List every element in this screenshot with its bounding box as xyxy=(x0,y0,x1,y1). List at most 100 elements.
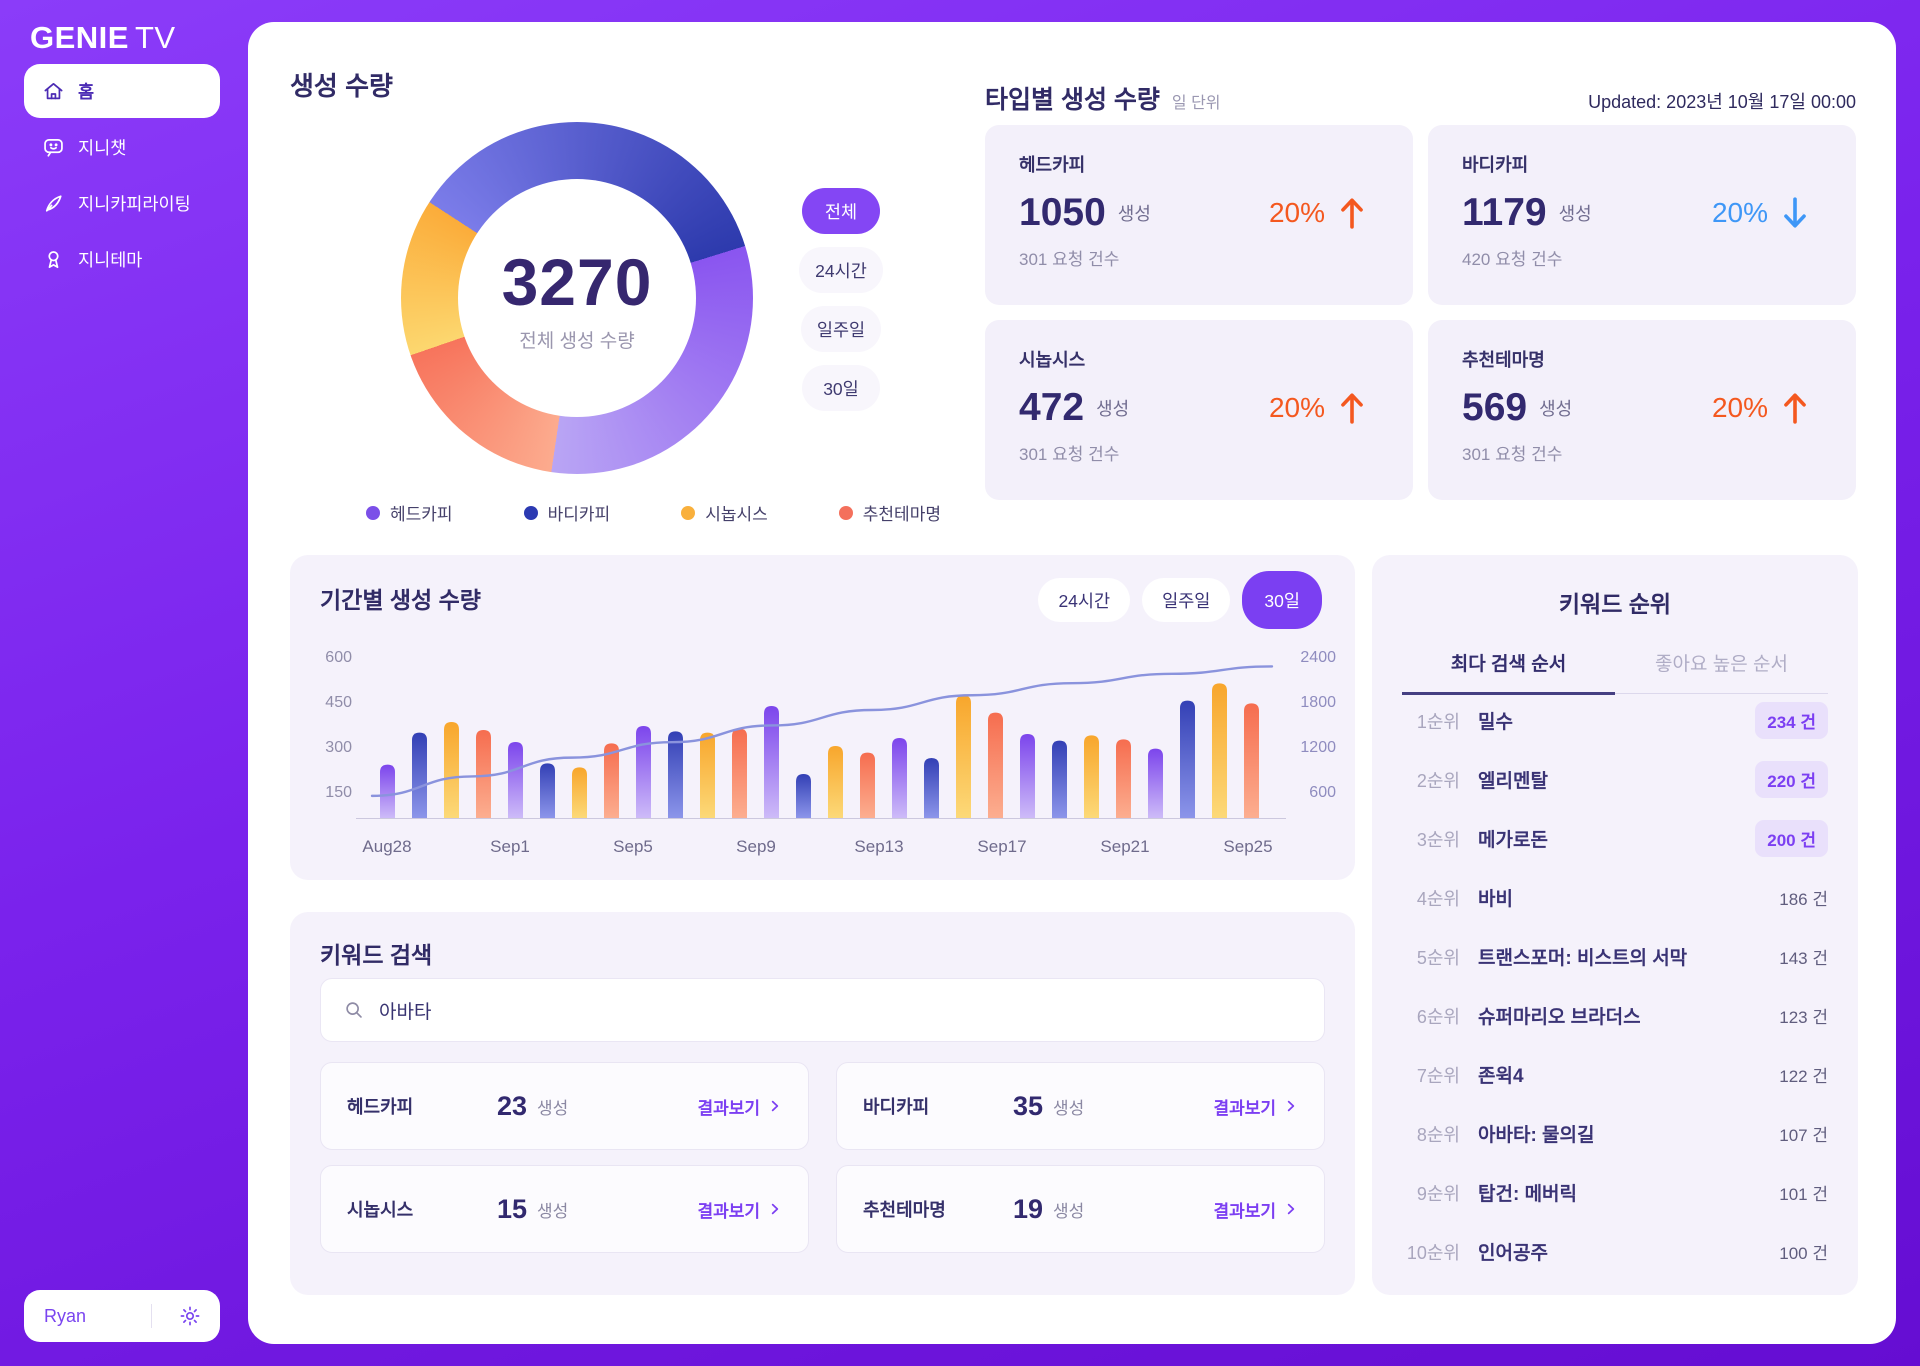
rank-tab-좋아요 높은 순서[interactable]: 좋아요 높은 순서 xyxy=(1655,654,1788,675)
card-name: 바디카피 xyxy=(1462,155,1529,175)
filter-button-30일[interactable]: 30일 xyxy=(802,365,880,411)
period-tab-일주일[interactable]: 일주일 xyxy=(1142,578,1231,622)
rank-count: 122 건 xyxy=(1779,1067,1828,1086)
result-unit: 생성 xyxy=(1053,1098,1085,1118)
bar xyxy=(540,763,555,818)
type-stats-title: 타입별 생성 수량 xyxy=(985,86,1160,114)
donut-center: 3270 전체 생성 수량 xyxy=(401,122,753,474)
card-requests: 420 요청 건수 xyxy=(1462,250,1563,269)
search-result-card-추천테마명: 추천테마명 19 생성 결과보기 xyxy=(836,1165,1325,1253)
view-results-link[interactable]: 결과보기 xyxy=(1213,1094,1298,1119)
legend-dot xyxy=(681,505,696,520)
ribbon-icon xyxy=(42,248,65,271)
arrow-down-icon xyxy=(1782,196,1808,230)
filter-button-24시간[interactable]: 24시간 xyxy=(799,247,883,293)
search-input[interactable] xyxy=(379,999,1302,1021)
left-axis-tick: 450 xyxy=(325,694,352,711)
sidebar-item-지니테마[interactable]: 지니테마 xyxy=(24,232,220,286)
result-name: 시놉시스 xyxy=(347,1200,414,1220)
bar xyxy=(764,706,779,818)
rank-row: 1순위 밀수 234 건 xyxy=(1402,691,1828,750)
view-results-link[interactable]: 결과보기 xyxy=(697,1197,782,1222)
period-chart-title: 기간별 생성 수량 xyxy=(320,587,481,613)
search-result-card-바디카피: 바디카피 35 생성 결과보기 xyxy=(836,1062,1325,1150)
x-axis-label: Sep13 xyxy=(854,837,904,856)
result-value-row: 19 생성 xyxy=(1013,1194,1183,1225)
result-value-row: 35 생성 xyxy=(1013,1091,1183,1122)
result-unit: 생성 xyxy=(1053,1201,1085,1221)
bar xyxy=(828,746,843,818)
gear-icon[interactable] xyxy=(178,1304,202,1328)
result-value: 15 xyxy=(497,1193,528,1224)
rank-label: 4순위 xyxy=(1416,888,1460,909)
rank-row: 3순위 메가로돈 200 건 xyxy=(1402,809,1828,868)
rank-keyword: 엘리멘탈 xyxy=(1478,771,1548,792)
chevron-right-icon xyxy=(1284,1099,1298,1113)
period-tab-30일[interactable]: 30일 xyxy=(1242,571,1322,629)
genie-tv-logo: GENIE TV xyxy=(30,20,176,56)
sidebar: GENIE TV 홈 지니챗 지니카피라이팅 지니테마 Ryan xyxy=(0,0,248,1366)
type-stat-card-헤드카피: 헤드카피 1050 생성 20% 301 요청 건수 xyxy=(985,125,1413,305)
card-value: 569 xyxy=(1462,386,1528,429)
rank-row: 9순위 탑건: 메버릭 101 건 xyxy=(1402,1163,1828,1222)
card-value: 1050 xyxy=(1019,191,1106,234)
rank-keyword: 존윅4 xyxy=(1478,1066,1524,1087)
rank-label: 8순위 xyxy=(1416,1124,1460,1145)
filter-button-전체[interactable]: 전체 xyxy=(802,188,880,234)
period-tab-24시간[interactable]: 24시간 xyxy=(1038,578,1131,622)
rank-keyword: 바비 xyxy=(1478,889,1513,910)
rank-keyword: 메가로돈 xyxy=(1478,830,1548,851)
keyword-rank-list: 1순위 밀수 234 건 2순위 엘리멘탈 220 건 3순위 메가로돈 200… xyxy=(1402,691,1828,1281)
rank-tab-최다 검색 순서[interactable]: 최다 검색 순서 xyxy=(1402,637,1615,695)
sidebar-item-label: 홈 xyxy=(78,81,95,102)
rank-label: 3순위 xyxy=(1416,829,1460,850)
view-results-link[interactable]: 결과보기 xyxy=(697,1094,782,1119)
x-axis-label: Sep17 xyxy=(977,837,1027,856)
rank-count-badge: 220 건 xyxy=(1755,761,1828,798)
view-results-label: 결과보기 xyxy=(697,1098,760,1118)
view-results-link[interactable]: 결과보기 xyxy=(1213,1197,1298,1222)
bar xyxy=(732,728,747,818)
rank-keyword: 인어공주 xyxy=(1478,1243,1548,1264)
card-main-row: 1050 생성 20% xyxy=(1019,191,1379,235)
card-change: 20% xyxy=(1269,391,1379,425)
sidebar-item-label: 지니챗 xyxy=(78,137,127,158)
right-axis-tick: 1800 xyxy=(1300,694,1336,711)
sidebar-item-지니카피라이팅[interactable]: 지니카피라이팅 xyxy=(24,176,220,230)
bar-line-chart xyxy=(370,665,1274,818)
result-value: 23 xyxy=(497,1090,528,1121)
arrow-up-icon xyxy=(1339,391,1365,425)
result-name: 추천테마명 xyxy=(863,1200,946,1220)
trend-line xyxy=(370,665,1274,798)
sidebar-item-지니챗[interactable]: 지니챗 xyxy=(24,120,220,174)
x-axis-label: Sep1 xyxy=(490,837,530,856)
bar xyxy=(380,764,395,818)
rank-keyword: 탑건: 메버릭 xyxy=(1478,1184,1578,1205)
sidebar-item-label: 지니카피라이팅 xyxy=(78,193,191,214)
x-axis-label: Sep25 xyxy=(1223,837,1273,856)
bar xyxy=(1052,740,1067,818)
bar xyxy=(1084,735,1099,818)
sidebar-item-홈[interactable]: 홈 xyxy=(24,64,220,118)
keyword-rank-tabs: 최다 검색 순서 좋아요 높은 순서 xyxy=(1402,637,1828,695)
sidebar-nav: 홈 지니챗 지니카피라이팅 지니테마 xyxy=(24,64,220,288)
view-results-label: 결과보기 xyxy=(1213,1098,1276,1118)
chat-icon xyxy=(42,136,65,159)
rank-label: 6순위 xyxy=(1416,1006,1460,1027)
rank-label: 5순위 xyxy=(1416,947,1460,968)
bar xyxy=(476,730,491,818)
generation-count-title: 생성 수량 xyxy=(290,71,393,101)
result-value: 19 xyxy=(1013,1193,1044,1224)
type-stat-card-바디카피: 바디카피 1179 생성 20% 420 요청 건수 xyxy=(1428,125,1856,305)
generation-donut-chart xyxy=(401,122,753,474)
main-panel: 생성 수량 3270 전체 생성 수량 전체 24시간 일주일 30일 헤드카피 바디… xyxy=(248,22,1896,1344)
filter-button-일주일[interactable]: 일주일 xyxy=(800,306,882,352)
bar xyxy=(924,758,939,818)
search-result-card-시놉시스: 시놉시스 15 생성 결과보기 xyxy=(320,1165,809,1253)
chevron-right-icon xyxy=(768,1202,782,1216)
rank-keyword: 밀수 xyxy=(1478,712,1513,733)
pen-icon xyxy=(42,192,65,215)
user-pill[interactable]: Ryan xyxy=(24,1290,220,1342)
bar xyxy=(444,722,459,818)
change-percent: 20% xyxy=(1711,392,1768,423)
